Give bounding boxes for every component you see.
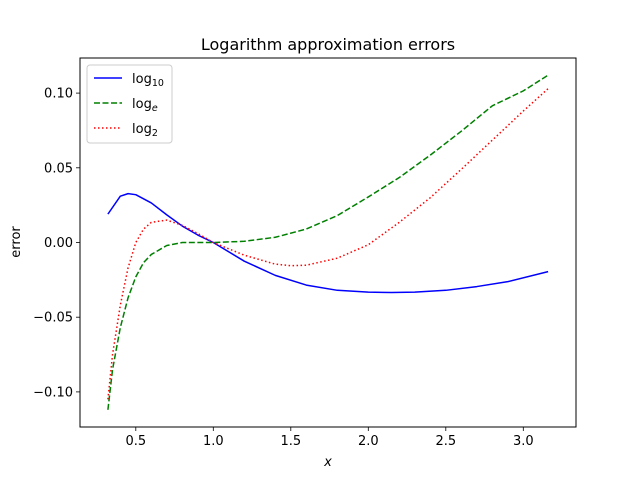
chart-title: Logarithm approximation errors bbox=[201, 35, 455, 54]
legend-label-2: log2 bbox=[132, 122, 158, 139]
series-lines bbox=[107, 74, 549, 410]
y-tick-label: 0.05 bbox=[44, 161, 73, 176]
legend-label-1: loge bbox=[132, 97, 158, 114]
series-line-0 bbox=[107, 192, 549, 294]
x-tick-label: 1.5 bbox=[280, 434, 301, 449]
x-tick-label: 3.0 bbox=[513, 434, 534, 449]
y-tick-label: 0.00 bbox=[44, 236, 73, 251]
x-axis-ticks: 0.5 1.0 1.5 2.0 2.5 3.0 bbox=[125, 427, 534, 449]
x-tick-label: 2.5 bbox=[435, 434, 456, 449]
x-tick-label: 2.0 bbox=[358, 434, 379, 449]
legend-box bbox=[86, 64, 173, 144]
y-tick-label: −0.10 bbox=[33, 385, 73, 400]
y-tick-label: 0.10 bbox=[44, 87, 73, 102]
y-tick-label: −0.05 bbox=[33, 311, 73, 326]
y-axis-ticks: −0.10 −0.05 0.00 0.05 0.10 bbox=[33, 87, 80, 400]
x-tick-label: 0.5 bbox=[125, 434, 146, 449]
series-line-1 bbox=[107, 74, 549, 410]
y-axis-label: error bbox=[9, 226, 24, 258]
x-axis-label: x bbox=[323, 455, 332, 470]
x-tick-label: 1.0 bbox=[203, 434, 224, 449]
